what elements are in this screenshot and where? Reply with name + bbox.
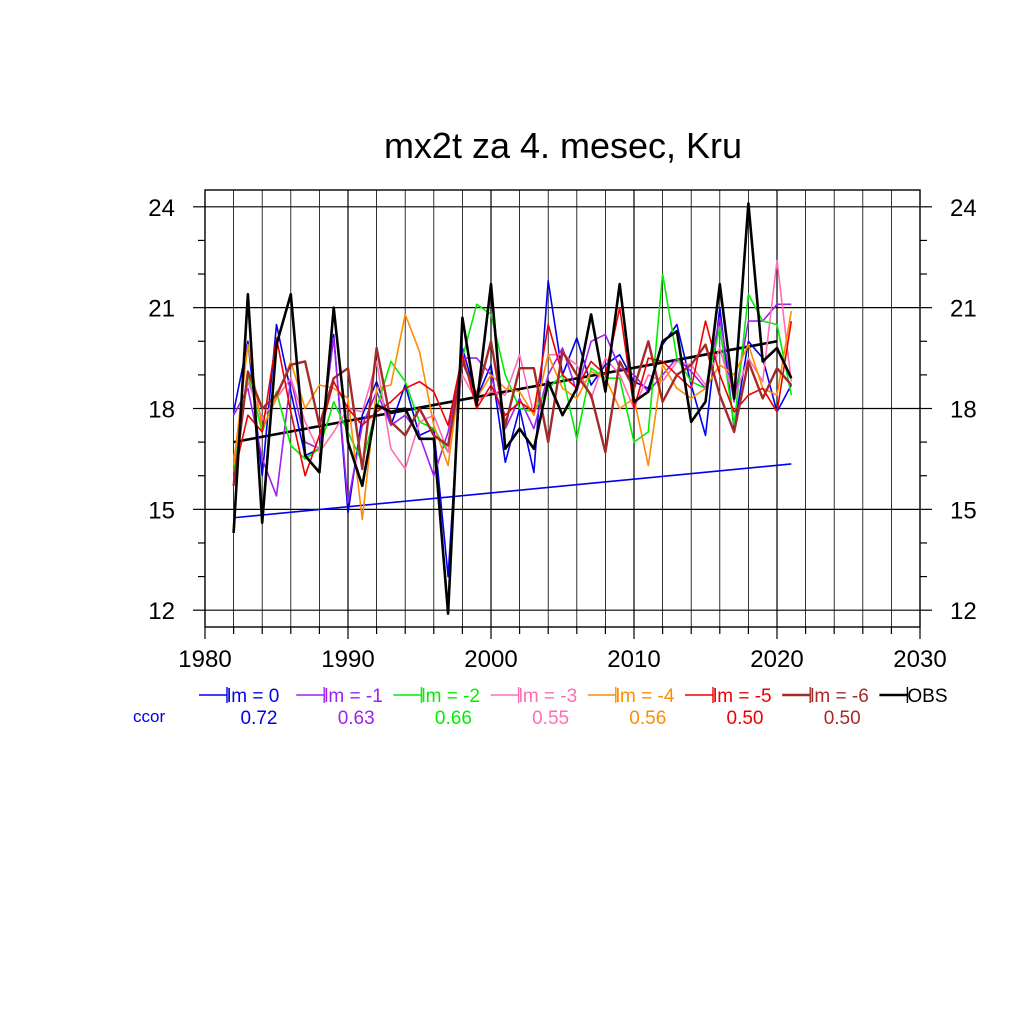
y-tick-label-left: 18 — [148, 397, 175, 424]
y-tick-label-right: 12 — [950, 598, 977, 625]
trend-line — [233, 463, 792, 519]
ccor-value: 0.56 — [629, 708, 666, 729]
series-line-lm-3 — [232, 259, 793, 470]
x-tick-label: 1990 — [321, 646, 374, 673]
x-tick-label: 2020 — [750, 646, 803, 673]
series-line-lm-2 — [232, 273, 793, 473]
legend-label: lm = 0 — [227, 686, 279, 707]
x-tick-label: 2000 — [464, 646, 517, 673]
legend-label: lm = -3 — [519, 686, 578, 707]
ccor-value: 0.66 — [435, 708, 472, 729]
legend-label: lm = -2 — [421, 686, 480, 707]
trend-lines — [233, 339, 792, 519]
y-tick-label-right: 21 — [950, 296, 977, 323]
grid — [205, 190, 920, 627]
y-tick-label-right: 24 — [950, 195, 977, 222]
x-tick-label: 1980 — [178, 646, 231, 673]
ccor-label: ccor — [133, 707, 165, 726]
ccor-value: 0.55 — [532, 708, 569, 729]
legend-label: lm = -6 — [810, 686, 869, 707]
legend-label: lm = -4 — [616, 686, 675, 707]
series-line-lm-1 — [232, 303, 792, 504]
series-line-obs — [232, 202, 793, 615]
legend-label: lm = -5 — [713, 686, 772, 707]
y-tick-label-left: 24 — [148, 195, 175, 222]
series-lines — [232, 202, 793, 615]
y-tick-label-right: 15 — [950, 497, 977, 524]
legend-label: lm = -1 — [324, 686, 383, 707]
ccor-value: 0.50 — [727, 708, 764, 729]
y-tick-label-left: 12 — [148, 598, 175, 625]
ccor-value: 0.50 — [824, 708, 861, 729]
y-tick-label-right: 18 — [950, 397, 977, 424]
y-tick-label-left: 21 — [148, 296, 175, 323]
ccor-value: 0.72 — [241, 708, 278, 729]
y-tick-label-left: 15 — [148, 497, 175, 524]
x-tick-label: 2030 — [893, 646, 946, 673]
chart-title: mx2t za 4. mesec, Kru — [384, 125, 742, 166]
x-tick-label: 2010 — [607, 646, 660, 673]
legend-label: OBS — [907, 686, 947, 707]
ccor-value: 0.63 — [338, 708, 375, 729]
series-line-lm-0 — [232, 279, 793, 578]
axes: 12 12 15 15 18 18 21 21 24 24 1980 1990 2000 2010 2020… — [148, 189, 977, 673]
